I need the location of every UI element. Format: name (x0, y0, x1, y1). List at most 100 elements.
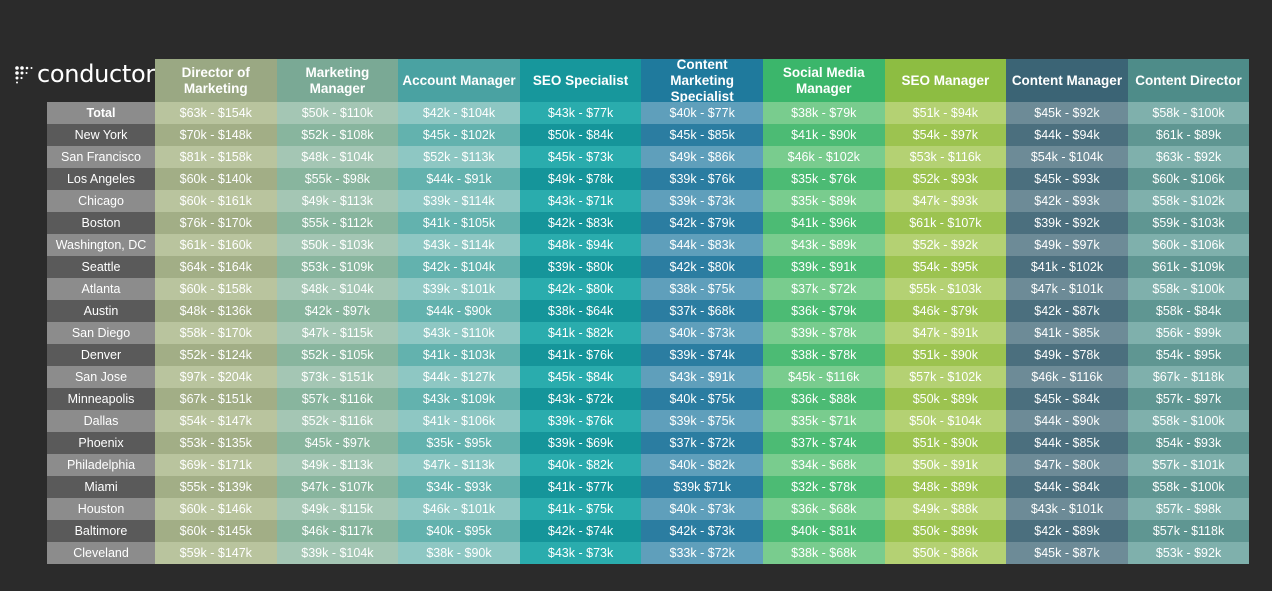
row-label: New York (47, 124, 155, 146)
salary-cell: $40k - $95k (398, 520, 520, 542)
salary-cell: $48k - $104k (276, 146, 399, 168)
salary-cell: $46k - $79k (884, 300, 1007, 322)
salary-cell: $54k - $95k (884, 256, 1007, 278)
salary-cell: $48k - $104k (276, 278, 399, 300)
salary-cell: $42k - $93k (1006, 190, 1128, 212)
salary-cell: $57k - $98k (1127, 498, 1250, 520)
salary-cell: $33k - $72k (641, 542, 763, 564)
salary-cell: $52k - $113k (398, 146, 520, 168)
salary-cell: $51k - $90k (884, 432, 1007, 454)
salary-cell: $42k - $80k (641, 256, 763, 278)
row-label: Los Angeles (47, 168, 155, 190)
salary-cell: $49k - $97k (1006, 234, 1128, 256)
salary-cell: $40k - $77k (641, 102, 763, 124)
row-label: Miami (47, 476, 155, 498)
salary-cell: $41k - $96k (762, 212, 885, 234)
salary-cell: $32k - $78k (762, 476, 885, 498)
salary-cell: $50k - $103k (276, 234, 399, 256)
salary-cell: $53k - $135k (155, 432, 277, 454)
salary-cell: $52k - $108k (276, 124, 399, 146)
salary-cell: $45k - $116k (762, 366, 885, 388)
salary-cell: $43k - $77k (519, 102, 642, 124)
salary-cell: $40k - $75k (641, 388, 763, 410)
salary-cell: $37k - $68k (641, 300, 763, 322)
salary-cell: $44k - $85k (1006, 432, 1128, 454)
salary-cell: $35k - $76k (762, 168, 885, 190)
salary-cell: $60k - $161k (155, 190, 277, 212)
salary-cell: $39k - $75k (641, 410, 763, 432)
salary-cell: $97k - $204k (155, 366, 277, 388)
salary-cell: $39k - $78k (762, 322, 885, 344)
column-header: Marketing Manager (276, 59, 399, 102)
salary-cell: $41k - $77k (519, 476, 642, 498)
column-header: Social Media Manager (762, 59, 885, 102)
salary-cell: $48k - $94k (519, 234, 642, 256)
salary-cell: $47k - $107k (276, 476, 399, 498)
salary-cell: $54k - $93k (1127, 432, 1250, 454)
salary-cell: $70k - $148k (155, 124, 277, 146)
salary-cell: $53k - $116k (884, 146, 1007, 168)
salary-cell: $41k - $76k (519, 344, 642, 366)
salary-cell: $55k - $98k (276, 168, 399, 190)
salary-cell: $38k - $68k (762, 542, 885, 564)
salary-cell: $50k - $110k (276, 102, 399, 124)
salary-cell: $42k - $97k (276, 300, 399, 322)
row-label: San Jose (47, 366, 155, 388)
salary-cell: $49k - $88k (884, 498, 1007, 520)
row-label: Austin (47, 300, 155, 322)
salary-cell: $35k - $95k (398, 432, 520, 454)
salary-cell: $46k - $117k (276, 520, 399, 542)
salary-cell: $41k - $82k (519, 322, 642, 344)
salary-cell: $42k - $87k (1006, 300, 1128, 322)
salary-cell: $44k - $127k (398, 366, 520, 388)
salary-cell: $61k - $109k (1127, 256, 1250, 278)
salary-cell: $50k - $86k (884, 542, 1007, 564)
row-label: Houston (47, 498, 155, 520)
salary-cell: $38k - $75k (641, 278, 763, 300)
salary-cell: $45k - $85k (641, 124, 763, 146)
salary-cell: $44k - $83k (641, 234, 763, 256)
salary-cell: $45k - $87k (1006, 542, 1128, 564)
salary-cell: $67k - $118k (1127, 366, 1250, 388)
salary-cell: $60k - $140k (155, 168, 277, 190)
salary-cell: $45k - $93k (1006, 168, 1128, 190)
column-header: Content Marketing Specialist (641, 57, 763, 104)
salary-cell: $57k - $97k (1127, 388, 1250, 410)
salary-cell: $58k - $100k (1127, 102, 1250, 124)
salary-cell: $52k - $105k (276, 344, 399, 366)
salary-cell: $61k - $160k (155, 234, 277, 256)
row-label: Phoenix (47, 432, 155, 454)
salary-cell: $40k - $81k (762, 520, 885, 542)
salary-cell: $51k - $90k (884, 344, 1007, 366)
brand-name: conductor (37, 60, 155, 88)
salary-cell: $38k - $90k (398, 542, 520, 564)
row-label: Cleveland (47, 542, 155, 564)
salary-cell: $37k - $72k (762, 278, 885, 300)
salary-cell: $41k - $75k (519, 498, 642, 520)
row-label: Chicago (47, 190, 155, 212)
salary-cell: $58k - $100k (1127, 410, 1250, 432)
salary-cell: $36k - $79k (762, 300, 885, 322)
salary-cell: $45k - $84k (519, 366, 642, 388)
salary-cell: $73k - $151k (276, 366, 399, 388)
salary-cell: $43k - $73k (519, 542, 642, 564)
salary-cell: $46k - $116k (1006, 366, 1128, 388)
row-label: Seattle (47, 256, 155, 278)
salary-table: Director of Marketing Marketing Manager Ac… (47, 57, 1250, 564)
salary-cell: $39k - $73k (641, 190, 763, 212)
dot-grid-icon (15, 66, 33, 84)
salary-cell: $38k - $78k (762, 344, 885, 366)
salary-cell: $63k - $154k (155, 102, 277, 124)
salary-cell: $67k - $151k (155, 388, 277, 410)
salary-cell: $54k - $97k (884, 124, 1007, 146)
salary-cell: $40k - $82k (641, 454, 763, 476)
salary-cell: $61k - $89k (1127, 124, 1250, 146)
row-label: Atlanta (47, 278, 155, 300)
column-header: Account Manager (398, 59, 520, 102)
salary-cell: $69k - $171k (155, 454, 277, 476)
salary-cell: $53k - $92k (1127, 542, 1250, 564)
row-label: Minneapolis (47, 388, 155, 410)
salary-cell: $50k - $89k (884, 520, 1007, 542)
row-label: San Francisco (47, 146, 155, 168)
salary-cell: $42k - $79k (641, 212, 763, 234)
